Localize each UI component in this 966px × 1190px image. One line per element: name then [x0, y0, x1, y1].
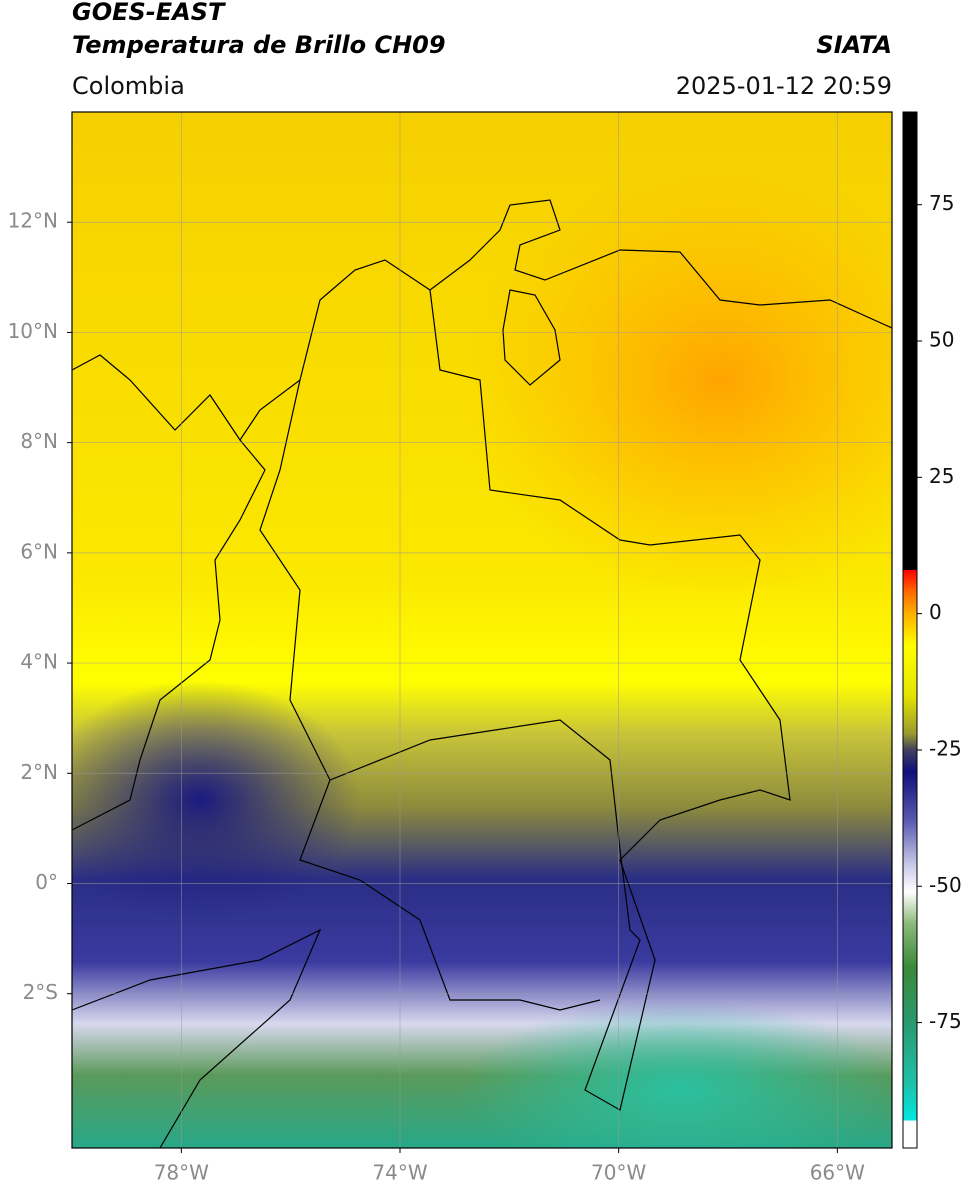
map-frame — [71, 111, 893, 1149]
colorbar-tick-label: -25 — [929, 736, 962, 760]
lake — [502, 289, 561, 386]
map-image — [72, 112, 892, 1148]
y-tick-label: 4°N — [20, 650, 58, 674]
y-tick-label: 8°N — [20, 429, 58, 453]
cold-area — [460, 1000, 892, 1148]
y-tick-label: 2°S — [23, 980, 58, 1004]
y-tick-label: 12°N — [8, 209, 58, 233]
colorbar-tick-label: -50 — [929, 873, 962, 897]
colorbar-tick-label: 75 — [929, 191, 954, 215]
y-tick-label: 6°N — [20, 539, 58, 563]
y-tick-label: 10°N — [8, 319, 58, 343]
coastline — [72, 439, 266, 831]
source: SIATA — [816, 31, 892, 59]
cold-area — [72, 680, 360, 920]
grid — [72, 112, 892, 1148]
border — [299, 779, 601, 1011]
x-tick-label: 78°W — [154, 1161, 209, 1185]
coastline — [72, 199, 892, 442]
warm-area — [460, 160, 892, 600]
subtitle: Temperatura de Brillo CH09 — [72, 31, 446, 59]
x-tick-label: 66°W — [810, 1161, 865, 1185]
timestamp: 2025-01-12 20:59 — [676, 72, 892, 100]
region: Colombia — [72, 72, 185, 100]
y-tick-label: 0° — [35, 870, 58, 894]
x-tick-label: 70°W — [591, 1161, 646, 1185]
x-tick-label: 74°W — [372, 1161, 427, 1185]
title: GOES-EAST — [72, 0, 226, 26]
colorbar-tick-label: 50 — [929, 328, 954, 352]
y-tick-label: 2°N — [20, 760, 58, 784]
colorbar-tick-label: -75 — [929, 1009, 962, 1033]
colorbar-tick-label: 0 — [929, 600, 942, 624]
colorbar-tick-label: 25 — [929, 464, 954, 488]
coastline — [72, 928, 322, 1148]
colorbar — [902, 111, 918, 1149]
